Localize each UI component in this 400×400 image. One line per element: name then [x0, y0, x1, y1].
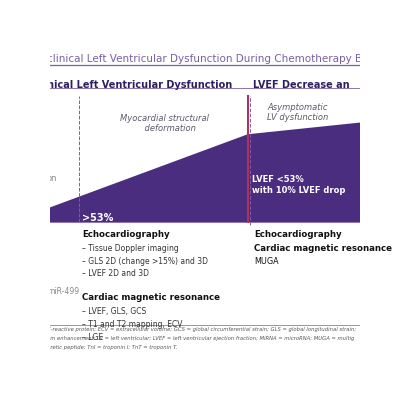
Text: MUGA: MUGA	[254, 256, 279, 266]
Text: LVEF Decrease an: LVEF Decrease an	[253, 80, 350, 90]
Text: – LGE: – LGE	[82, 333, 103, 342]
Text: uretic peptide; TnI = troponin I; TnT = troponin T.: uretic peptide; TnI = troponin I; TnT = …	[47, 345, 177, 350]
Polygon shape	[44, 122, 366, 222]
Text: Asymptomatic
LV dysfunction: Asymptomatic LV dysfunction	[267, 103, 329, 122]
Text: on: on	[47, 174, 58, 183]
Text: am enhancement; LV = left ventricular; LVEF = left ventricular ejection fraction: am enhancement; LV = left ventricular; L…	[47, 336, 354, 341]
Text: Echocardiography: Echocardiography	[82, 230, 170, 239]
Text: LVEF <53%
with 10% LVEF drop: LVEF <53% with 10% LVEF drop	[252, 175, 346, 195]
Text: miR-499: miR-499	[47, 287, 79, 296]
Text: >53%: >53%	[82, 213, 113, 223]
Text: – Tissue Doppler imaging: – Tissue Doppler imaging	[82, 244, 179, 252]
Text: C-reactive protein; ECV = extracellular volume; GCS = global circumferential str: C-reactive protein; ECV = extracellular …	[47, 327, 356, 332]
Text: – T1 and T2 mapping, ECV: – T1 and T2 mapping, ECV	[82, 320, 182, 329]
Text: nical Left Ventricular Dysfunction: nical Left Ventricular Dysfunction	[47, 80, 232, 90]
Text: Myocardial structural
    deformation: Myocardial structural deformation	[120, 114, 209, 133]
Text: – LVEF, GLS, GCS: – LVEF, GLS, GCS	[82, 307, 146, 316]
Text: LVEF: LVEF	[50, 213, 70, 222]
Text: Echocardiography: Echocardiography	[254, 230, 342, 239]
Text: Cardiac magnetic resonance: Cardiac magnetic resonance	[254, 244, 392, 252]
Text: – GLS 2D (change >15%) and 3D: – GLS 2D (change >15%) and 3D	[82, 256, 208, 266]
Text: – LVEF 2D and 3D: – LVEF 2D and 3D	[82, 270, 149, 278]
Text: Cardiac magnetic resonance: Cardiac magnetic resonance	[82, 293, 220, 302]
Text: clinical Left Ventricular Dysfunction During Chemotherapy Before Heart: clinical Left Ventricular Dysfunction Du…	[47, 54, 400, 64]
